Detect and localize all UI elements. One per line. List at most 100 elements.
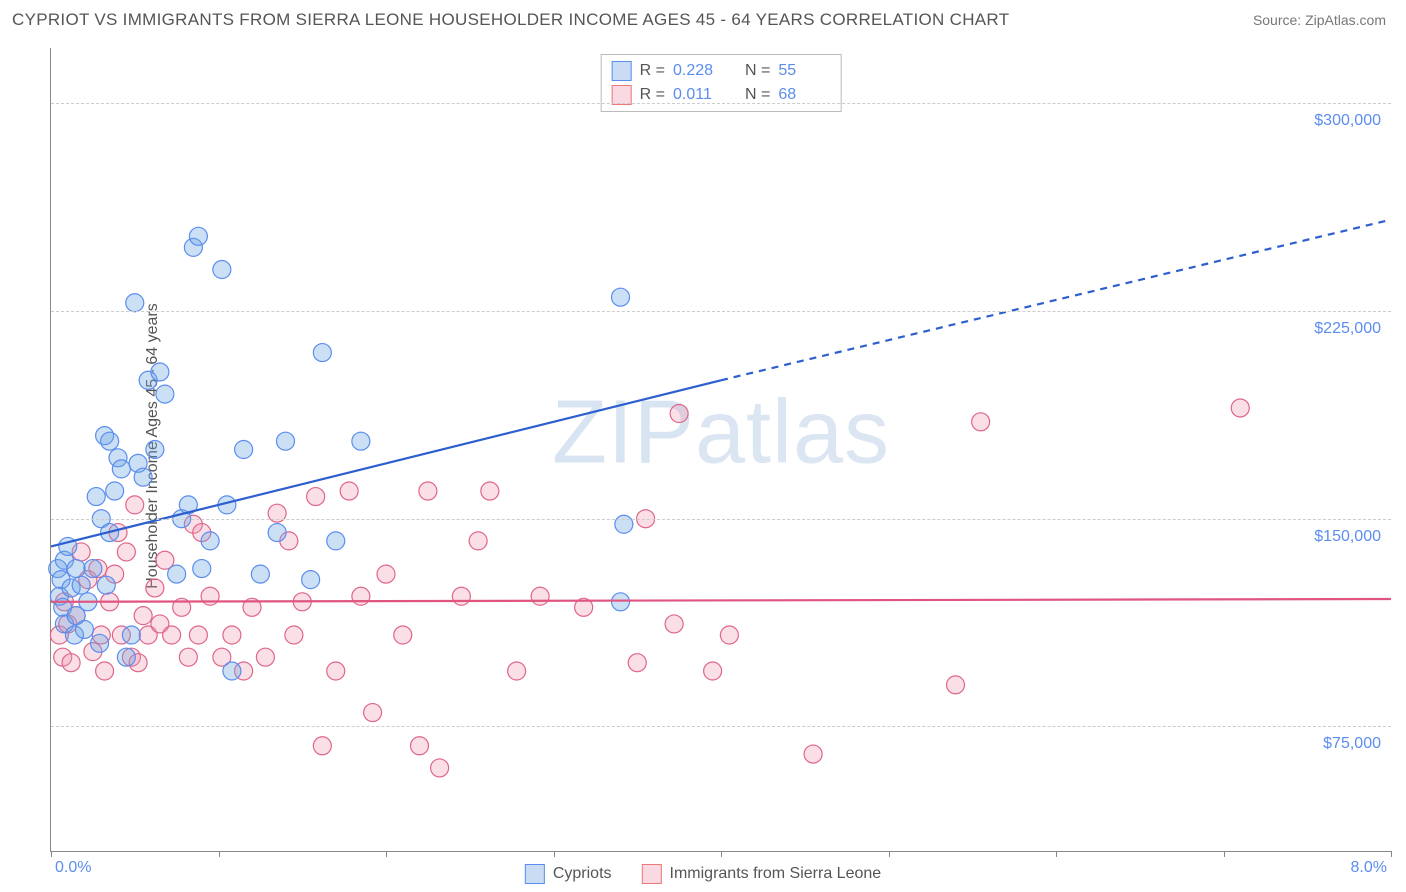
cypriots-point	[251, 565, 269, 583]
x-tick	[386, 851, 387, 857]
cypriots-point	[156, 385, 174, 403]
x-tick	[219, 851, 220, 857]
sierra-leone-point	[163, 626, 181, 644]
sierra-leone-point	[327, 662, 345, 680]
legend-label: Cypriots	[553, 865, 612, 883]
trend-line	[721, 220, 1391, 381]
scatter-plot-svg	[51, 48, 1391, 851]
cypriots-point	[146, 441, 164, 459]
sierra-leone-point	[947, 676, 965, 694]
chart-plot-area: ZIPatlas R = 0.228 N = 55 R = 0.011 N = …	[50, 48, 1391, 852]
y-tick-label: $75,000	[1323, 735, 1381, 753]
cypriots-point	[151, 363, 169, 381]
sierra-leone-point	[411, 737, 429, 755]
cypriots-point	[235, 441, 253, 459]
cypriots-point	[193, 560, 211, 578]
x-axis-max-label: 8.0%	[1351, 859, 1387, 877]
sierra-leone-point	[419, 482, 437, 500]
cypriots-point	[112, 460, 130, 478]
legend-swatch	[642, 864, 662, 884]
gridline-h	[51, 726, 1391, 727]
sierra-leone-point	[431, 759, 449, 777]
cypriots-point	[87, 488, 105, 506]
sierra-leone-point	[146, 579, 164, 597]
gridline-h	[51, 103, 1391, 104]
cypriots-point	[302, 571, 320, 589]
cypriots-point	[268, 524, 286, 542]
sierra-leone-point	[508, 662, 526, 680]
cypriots-point	[122, 626, 140, 644]
cypriots-point	[327, 532, 345, 550]
sierra-leone-point	[352, 587, 370, 605]
y-tick-label: $300,000	[1314, 112, 1381, 130]
x-tick	[554, 851, 555, 857]
sierra-leone-point	[469, 532, 487, 550]
cypriots-point	[67, 607, 85, 625]
cypriots-point	[277, 432, 295, 450]
cypriots-point	[134, 468, 152, 486]
x-tick	[889, 851, 890, 857]
source-label: Source: ZipAtlas.com	[1253, 12, 1386, 28]
cypriots-point	[117, 648, 135, 666]
sierra-leone-point	[313, 737, 331, 755]
sierra-leone-point	[377, 565, 395, 583]
cypriots-point	[126, 294, 144, 312]
sierra-leone-point	[531, 587, 549, 605]
sierra-leone-point	[256, 648, 274, 666]
cypriots-point	[91, 634, 109, 652]
sierra-leone-point	[189, 626, 207, 644]
sierra-leone-point	[670, 405, 688, 423]
y-tick-label: $225,000	[1314, 320, 1381, 338]
sierra-leone-point	[394, 626, 412, 644]
sierra-leone-point	[972, 413, 990, 431]
sierra-leone-point	[364, 704, 382, 722]
sierra-leone-point	[452, 587, 470, 605]
cypriots-point	[101, 432, 119, 450]
legend-swatch	[525, 864, 545, 884]
sierra-leone-point	[704, 662, 722, 680]
sierra-leone-point	[307, 488, 325, 506]
sierra-leone-point	[628, 654, 646, 672]
sierra-leone-point	[62, 654, 80, 672]
legend-label: Immigrants from Sierra Leone	[670, 865, 882, 883]
sierra-leone-point	[134, 607, 152, 625]
chart-title: CYPRIOT VS IMMIGRANTS FROM SIERRA LEONE …	[12, 10, 1009, 30]
cypriots-point	[313, 344, 331, 362]
sierra-leone-point	[340, 482, 358, 500]
x-tick	[1391, 851, 1392, 857]
cypriots-point	[189, 227, 207, 245]
sierra-leone-point	[481, 482, 499, 500]
sierra-leone-point	[665, 615, 683, 633]
cypriots-point	[612, 593, 630, 611]
cypriots-point	[72, 576, 90, 594]
cypriots-point	[612, 288, 630, 306]
sierra-leone-point	[126, 496, 144, 514]
cypriots-point	[67, 560, 85, 578]
legend-item: Cypriots	[525, 864, 612, 884]
x-tick	[1224, 851, 1225, 857]
sierra-leone-point	[96, 662, 114, 680]
cypriots-point	[106, 482, 124, 500]
cypriots-point	[223, 662, 241, 680]
cypriots-point	[168, 565, 186, 583]
sierra-leone-point	[1231, 399, 1249, 417]
cypriots-point	[352, 432, 370, 450]
cypriots-point	[84, 560, 102, 578]
gridline-h	[51, 519, 1391, 520]
sierra-leone-point	[117, 543, 135, 561]
cypriots-point	[201, 532, 219, 550]
x-tick	[1056, 851, 1057, 857]
x-axis-min-label: 0.0%	[55, 859, 91, 877]
sierra-leone-point	[179, 648, 197, 666]
sierra-leone-point	[223, 626, 241, 644]
cypriots-point	[97, 576, 115, 594]
sierra-leone-point	[720, 626, 738, 644]
sierra-leone-point	[285, 626, 303, 644]
gridline-h	[51, 311, 1391, 312]
legend-series-box: Cypriots Immigrants from Sierra Leone	[525, 864, 881, 884]
cypriots-point	[213, 261, 231, 279]
x-tick	[721, 851, 722, 857]
y-tick-label: $150,000	[1314, 528, 1381, 546]
sierra-leone-point	[804, 745, 822, 763]
legend-item: Immigrants from Sierra Leone	[642, 864, 882, 884]
